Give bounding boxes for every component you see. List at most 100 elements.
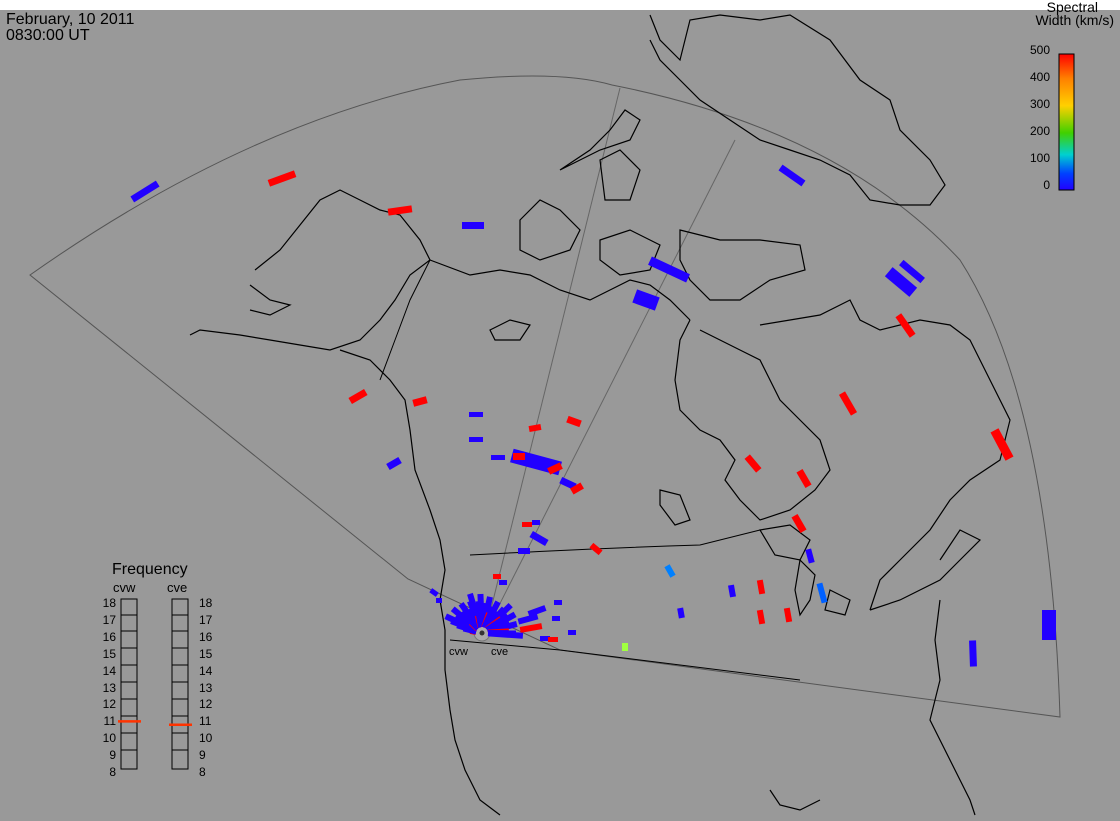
radar-echo-cell [884, 267, 918, 297]
radar-echo-cell [570, 482, 584, 495]
radar-echo-cell [429, 588, 439, 597]
radar-echo-cell [756, 609, 766, 625]
radar-echo-cell [528, 424, 542, 432]
radar-echo-cell [387, 205, 413, 216]
radar-echo-cell [554, 600, 562, 605]
field-of-view-outline [29, 75, 1061, 718]
radar-echo-cell [778, 164, 806, 187]
frequency-scale-number: 16 [102, 629, 116, 644]
radar-echo-cell [632, 289, 660, 311]
radar-echo-cell [519, 623, 543, 633]
frequency-panel-graphics [120, 598, 189, 770]
radar-echo-cell [532, 520, 540, 525]
radar-echo-cell [664, 564, 676, 578]
radar-echo-cell [796, 468, 812, 489]
frequency-scale-number: 18 [199, 596, 213, 610]
radar-echo-cell [386, 456, 402, 471]
colorbar-tick: 300 [1029, 97, 1050, 111]
frequency-scale-number: 14 [102, 663, 116, 678]
radar-echo-cell [791, 513, 807, 534]
radar-echo-cell [552, 616, 560, 621]
radar-echo-cell [436, 598, 442, 603]
frequency-scale-number: 17 [102, 612, 116, 627]
radar-echo-cell [518, 548, 530, 554]
radar-echo-cell [744, 454, 762, 473]
colorbar-tick: 400 [1029, 70, 1050, 84]
radar-echo-cell [527, 605, 547, 617]
radar-echo-cell [568, 630, 576, 635]
radar-echo-cell [469, 412, 483, 417]
radar-echo-cell [412, 396, 428, 407]
radar-echo-cell [783, 607, 793, 623]
radar-echo-cell [756, 579, 766, 595]
frequency-scale-number: 18 [102, 596, 116, 610]
cve-column-label: cve [167, 580, 188, 595]
radar-echo-cell [267, 170, 297, 187]
map-background [0, 10, 1120, 821]
radar-echo-cell [462, 222, 484, 229]
colorbar-tick: 0 [1043, 178, 1050, 192]
frequency-scale-number: 13 [199, 680, 213, 695]
radar-echo-cell [648, 256, 690, 283]
frequency-scale-number: 8 [109, 765, 116, 779]
radar-echo-cell [895, 313, 916, 338]
radar-site-dot [479, 630, 485, 636]
colorbar-title-line1: Spectral [1046, 0, 1098, 15]
frequency-scale-number: 9 [109, 748, 116, 763]
site-label-cve: cve [491, 646, 509, 658]
radar-echo-cell [589, 542, 603, 556]
radar-echo-fan [487, 630, 524, 639]
radar-echo-cell [566, 415, 582, 428]
frequency-scale-number: 15 [199, 646, 213, 661]
spectral-width-colorbar [1058, 53, 1075, 191]
radar-echo-cell [677, 607, 685, 619]
radar-echo-cell [529, 530, 549, 547]
radar-echo-cell [517, 613, 539, 625]
frequency-scale-number: 11 [199, 714, 212, 729]
radar-echo-cell [540, 636, 550, 641]
radar-echo-cell [348, 388, 368, 405]
radar-echo-cell [559, 476, 577, 491]
radar-echo-cell [969, 640, 977, 667]
radar-echo-cell [493, 574, 501, 579]
radar-echo-cell [816, 582, 828, 604]
frequency-scale-number: 14 [199, 663, 213, 678]
colorbar-title-line2: Width (km/s) [1035, 12, 1114, 28]
time-label: 0830:00 UT [6, 27, 90, 44]
fov-beam-line [484, 87, 621, 634]
radar-echo-cell [622, 643, 628, 651]
radar-echo-cell [491, 455, 505, 460]
frequency-scale-number: 17 [199, 612, 213, 627]
radar-echo-cell [1042, 610, 1056, 640]
colorbar-tick: 100 [1029, 151, 1050, 165]
frequency-scale-number: 15 [102, 646, 116, 661]
radar-echo-cell [547, 462, 563, 475]
colorbar-tick: 500 [1029, 43, 1050, 57]
colorbar-tick: 200 [1029, 124, 1050, 138]
radar-echo-cell [548, 637, 558, 642]
radar-echo-cell [805, 548, 815, 564]
frequency-scale-number: 9 [199, 748, 206, 763]
frequency-scale-number: 16 [199, 629, 213, 644]
radar-echo-cells [130, 164, 1056, 667]
radar-echo-cell [899, 259, 925, 284]
frequency-scale-number: 12 [199, 697, 213, 712]
site-label-cvw: cvw [449, 646, 468, 658]
radar-echo-cell [130, 180, 160, 203]
frequency-scale-number: 11 [103, 714, 116, 729]
frequency-scale-number: 8 [199, 765, 206, 779]
frequency-title: Frequency [112, 561, 188, 578]
frequency-scale-number: 10 [199, 731, 213, 746]
radar-echo-cell [513, 453, 525, 460]
cvw-column-label: cvw [113, 580, 136, 595]
frequency-scale-number: 13 [102, 680, 116, 695]
frequency-scale-number: 12 [102, 697, 116, 712]
radar-echo-cell [522, 522, 532, 527]
radar-echo-cell [499, 580, 507, 585]
radar-echo-cell [990, 428, 1014, 461]
radar-echo-cell [728, 584, 736, 598]
frequency-scale-number: 10 [102, 731, 116, 746]
radar-echo-cell [838, 391, 858, 416]
